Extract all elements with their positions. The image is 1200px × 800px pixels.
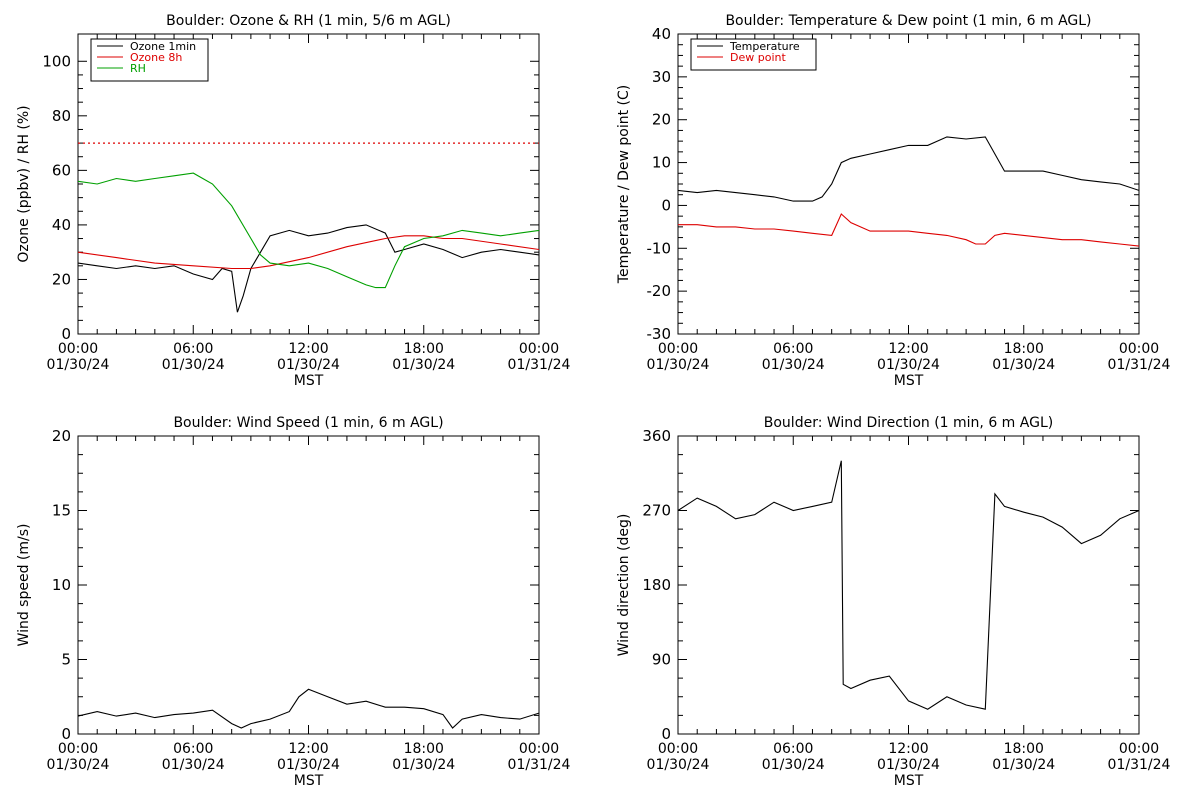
wspd-ytick-label: 20 — [52, 427, 71, 445]
wspd-ylabel: Wind speed (m/s) — [16, 524, 32, 647]
wspd-panel: Boulder: Wind Speed (1 min, 6 m AGL) 0 5 10… — [16, 415, 571, 789]
ozone-xtick-time: 06:00 — [173, 341, 213, 357]
temp-series-0-line — [678, 136, 1139, 202]
wspd-xtick-time: 00:00 — [519, 741, 559, 757]
wdir-series-0-line — [678, 460, 1139, 710]
ozone-ytick-label: 20 — [52, 270, 71, 288]
temp-ytick-label: 40 — [652, 25, 671, 43]
temp-ytick-label: 10 — [652, 154, 671, 172]
ozone-panel: Boulder: Ozone & RH (1 min, 5/6 m AGL) 0 2… — [16, 13, 571, 389]
wspd-ytick-label: 0 — [61, 725, 71, 743]
wdir-frame — [677, 435, 1140, 735]
wdir-ylabel: Wind direction (deg) — [616, 514, 632, 657]
temp-xtick-time: 00:00 — [1119, 341, 1159, 357]
wspd-ytick-label: 5 — [61, 651, 71, 669]
temp-frame — [677, 33, 1140, 335]
temp-series-1-line — [678, 213, 1139, 247]
wdir-xtick-time: 00:00 — [1119, 741, 1159, 757]
temp-xtick-date: 01/30/24 — [992, 357, 1055, 373]
ozone-xtick-time: 18:00 — [404, 341, 444, 357]
wspd-xtick-time: 12:00 — [288, 741, 328, 757]
ozone-xtick-date: 01/30/24 — [162, 357, 225, 373]
temp-xtick-time: 00:00 — [658, 341, 698, 357]
temp-ylabel: Temperature / Dew point (C) — [616, 85, 632, 284]
temp-title: Boulder: Temperature & Dew point (1 min,… — [725, 13, 1091, 29]
wspd-xtick-time: 00:00 — [58, 741, 98, 757]
wspd-xtick-date: 01/31/24 — [508, 757, 571, 773]
ozone-xtick-date: 01/30/24 — [277, 357, 340, 373]
ozone-ytick-label: 40 — [52, 216, 71, 234]
ozone-xtick-time: 12:00 — [288, 341, 328, 357]
ozone-legend-label: RH — [130, 62, 146, 75]
temp-ytick-label: 20 — [652, 111, 671, 129]
temp-xtick-date: 01/30/24 — [877, 357, 940, 373]
temp-legend-label: Temperature — [729, 40, 800, 53]
ozone-ytick-label: 80 — [52, 107, 71, 125]
wdir-ytick-label: 360 — [642, 427, 671, 445]
wdir-xtick-date: 01/31/24 — [1108, 757, 1171, 773]
wdir-xtick-time: 06:00 — [773, 741, 813, 757]
wdir-xtick-date: 01/30/24 — [647, 757, 710, 773]
ozone-ylabel: Ozone (ppbv) / RH (%) — [16, 105, 32, 262]
ozone-ytick-label: 100 — [42, 52, 71, 70]
wdir-xtick-time: 00:00 — [658, 741, 698, 757]
wdir-title: Boulder: Wind Direction (1 min, 6 m AGL) — [764, 415, 1053, 431]
wspd-title: Boulder: Wind Speed (1 min, 6 m AGL) — [173, 415, 443, 431]
ozone-title: Boulder: Ozone & RH (1 min, 5/6 m AGL) — [166, 13, 451, 29]
temp-xlabel: MST — [894, 373, 924, 389]
wdir-xtick-date: 01/30/24 — [992, 757, 1055, 773]
ozone-xtick-time: 00:00 — [58, 341, 98, 357]
wdir-ytick-label: 0 — [661, 725, 671, 743]
ozone-series-2-line — [78, 172, 539, 289]
wdir-ytick-label: 90 — [652, 651, 671, 669]
wspd-series-0-line — [78, 688, 539, 729]
wdir-xtick-date: 01/30/24 — [877, 757, 940, 773]
wspd-ytick-label: 10 — [52, 576, 71, 594]
ozone-ytick-label: 60 — [52, 161, 71, 179]
wspd-xtick-date: 01/30/24 — [277, 757, 340, 773]
ozone-xtick-time: 00:00 — [519, 341, 559, 357]
wspd-xlabel: MST — [294, 773, 324, 789]
temp-xtick-date: 01/30/24 — [762, 357, 825, 373]
wspd-xtick-time: 06:00 — [173, 741, 213, 757]
wdir-ytick-label: 180 — [642, 576, 671, 594]
ozone-xtick-date: 01/31/24 — [508, 357, 571, 373]
wdir-ytick-label: 270 — [642, 502, 671, 520]
wspd-xtick-date: 01/30/24 — [392, 757, 455, 773]
temp-legend — [690, 38, 817, 71]
temp-xtick-time: 12:00 — [888, 341, 928, 357]
temp-panel: Boulder: Temperature & Dew point (1 min,… — [616, 13, 1171, 389]
ozone-series-1-line — [78, 235, 539, 270]
ozone-ytick-label: 0 — [61, 325, 71, 343]
wdir-xtick-time: 18:00 — [1004, 741, 1044, 757]
ozone-legend-label: Ozone 8h — [130, 51, 182, 64]
ozone-xtick-date: 01/30/24 — [47, 357, 110, 373]
wspd-ytick-label: 15 — [52, 502, 71, 520]
ozone-legend-label: Ozone 1min — [130, 40, 196, 53]
temp-ytick-label: 30 — [652, 68, 671, 86]
temp-ytick-label: 0 — [661, 196, 671, 214]
temp-ytick-label: -30 — [647, 325, 672, 343]
temp-legend-label: Dew point — [730, 51, 786, 64]
wdir-xlabel: MST — [894, 773, 924, 789]
temp-ytick-label: -10 — [647, 239, 672, 257]
ozone-series-0-line — [78, 224, 539, 313]
wdir-xtick-time: 12:00 — [888, 741, 928, 757]
wspd-xtick-date: 01/30/24 — [162, 757, 225, 773]
ozone-xtick-date: 01/30/24 — [392, 357, 455, 373]
wspd-xtick-time: 18:00 — [404, 741, 444, 757]
temp-xtick-time: 18:00 — [1004, 341, 1044, 357]
temp-xtick-time: 06:00 — [773, 341, 813, 357]
wdir-xtick-date: 01/30/24 — [762, 757, 825, 773]
temp-xtick-date: 01/31/24 — [1108, 357, 1171, 373]
wdir-panel: Boulder: Wind Direction (1 min, 6 m AGL)… — [616, 415, 1171, 789]
wspd-xtick-date: 01/30/24 — [47, 757, 110, 773]
temp-xtick-date: 01/30/24 — [647, 357, 710, 373]
ozone-xlabel: MST — [294, 373, 324, 389]
temp-ytick-label: -20 — [647, 282, 672, 300]
